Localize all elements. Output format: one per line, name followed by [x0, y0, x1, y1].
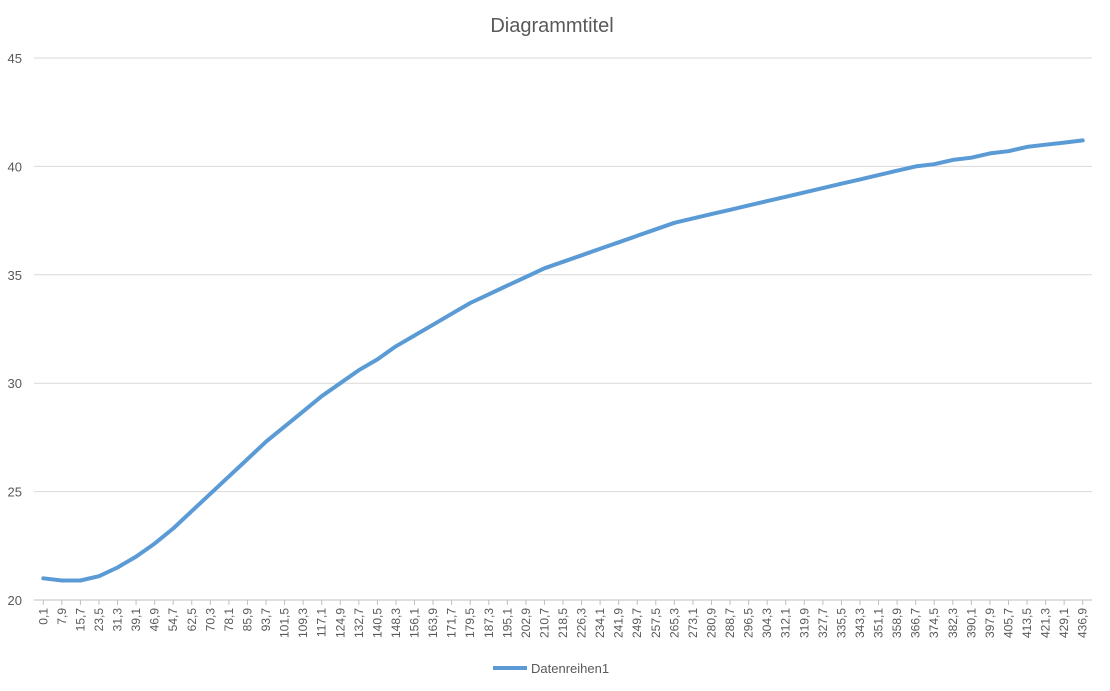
series-layer [41, 138, 1085, 583]
x-tick-label: 93,7 [259, 608, 273, 632]
x-tick-label: 366,7 [909, 608, 923, 638]
x-tick-label: 296,5 [742, 608, 756, 638]
x-tick-label: 187,3 [482, 608, 496, 638]
x-tick-label: 39,1 [129, 608, 143, 632]
x-axis-ticks: 0,1 7,9 15,7 23,5 31,3 39,1 46,9 54,7 62,5 70,3 78… [36, 600, 1090, 638]
x-tick-label: 218,5 [556, 608, 570, 638]
x-tick-label: 7,9 [55, 608, 69, 625]
x-tick-label: 335,5 [834, 608, 848, 638]
x-tick-label: 117,1 [315, 608, 329, 637]
x-tick-label: 304,3 [760, 608, 774, 638]
x-tick-label: 109,3 [296, 608, 310, 638]
x-tick-label: 358,9 [890, 608, 904, 638]
x-tick-label: 46,9 [148, 608, 162, 632]
x-tick-label: 382,3 [946, 608, 960, 638]
x-tick-label: 234,1 [593, 608, 607, 638]
x-tick-label: 202,9 [519, 608, 533, 638]
x-tick-label: 405,7 [1001, 608, 1015, 638]
x-tick-label: 31,3 [111, 608, 125, 632]
y-tick-label: 20 [8, 593, 22, 608]
chart-title: Diagrammtitel [490, 15, 613, 37]
x-tick-label: 343,3 [853, 608, 867, 638]
x-tick-label: 327,7 [816, 608, 830, 638]
x-tick-label: 280,9 [704, 608, 718, 638]
x-tick-label: 421,3 [1039, 608, 1053, 638]
x-tick-label: 124,9 [333, 608, 347, 638]
x-tick-label: 0,1 [36, 608, 50, 625]
x-tick-label: 156,1 [408, 608, 422, 638]
x-tick-label: 429,1 [1057, 608, 1071, 638]
y-tick-label: 40 [8, 159, 22, 174]
x-tick-label: 351,1 [872, 608, 886, 638]
x-tick-label: 179,5 [463, 608, 477, 638]
x-tick-label: 140,5 [370, 608, 384, 638]
y-tick-label: 30 [8, 376, 22, 391]
x-tick-label: 436,9 [1076, 608, 1090, 638]
y-tick-label: 35 [8, 268, 22, 283]
x-tick-label: 257,5 [649, 608, 663, 638]
x-tick-label: 210,7 [537, 608, 551, 638]
x-tick-label: 78,1 [222, 608, 236, 632]
x-tick-label: 241,9 [612, 608, 626, 638]
x-tick-label: 312,1 [779, 608, 793, 638]
x-tick-label: 132,7 [352, 608, 366, 638]
x-tick-label: 226,3 [575, 608, 589, 638]
x-tick-label: 101,5 [278, 608, 292, 638]
x-tick-label: 54,7 [166, 608, 180, 632]
x-tick-label: 319,9 [797, 608, 811, 638]
x-tick-label: 265,3 [667, 608, 681, 638]
x-tick-label: 70,3 [203, 608, 217, 632]
x-tick-label: 195,1 [500, 608, 514, 638]
x-tick-label: 288,7 [723, 608, 737, 638]
x-tick-label: 249,7 [630, 608, 644, 638]
x-tick-label: 15,7 [73, 608, 87, 632]
x-tick-label: 390,1 [964, 608, 978, 638]
y-tick-label: 45 [8, 51, 22, 66]
x-tick-label: 62,5 [185, 608, 199, 632]
gridlines [34, 57, 1092, 601]
x-tick-label: 148,3 [389, 608, 403, 638]
x-tick-label: 171,7 [445, 608, 459, 638]
x-tick-label: 397,9 [983, 608, 997, 638]
legend-label: Datenreihen1 [531, 661, 609, 676]
series-line [41, 138, 1085, 583]
x-tick-label: 374,5 [927, 608, 941, 638]
y-axis-ticks: 20 25 30 35 40 45 [8, 51, 22, 608]
y-tick-label: 25 [8, 485, 22, 500]
x-tick-label: 273,1 [686, 608, 700, 638]
x-tick-label: 23,5 [92, 608, 106, 632]
x-tick-label: 413,5 [1020, 608, 1034, 638]
legend: Datenreihen1 [493, 661, 609, 676]
x-tick-label: 85,9 [240, 608, 254, 632]
x-tick-label: 163,9 [426, 608, 440, 638]
